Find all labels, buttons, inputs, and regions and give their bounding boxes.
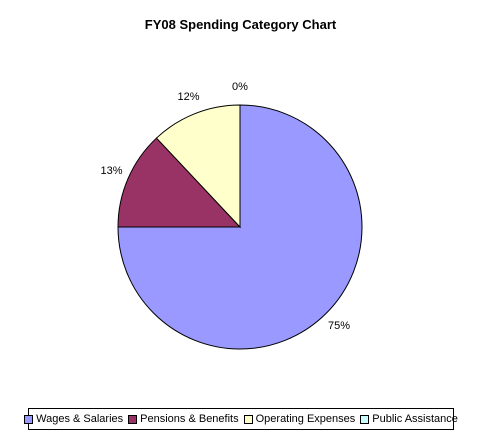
legend-label-operating-expenses: Operating Expenses xyxy=(255,413,356,425)
legend: Wages & Salaries Pensions & Benefits Opera… xyxy=(24,408,458,430)
slice-label-public-assistance: 0% xyxy=(232,81,248,93)
legend-label-pensions-benefits: Pensions & Benefits xyxy=(140,413,239,425)
pie-slice-operating-expenses xyxy=(155,104,241,229)
legend-swatch-operating-expenses xyxy=(243,414,253,424)
legend-swatch-wages-salaries xyxy=(24,414,34,424)
slice-label-operating-expenses: 12% xyxy=(177,90,200,103)
slice-label-wages-salaries: 75% xyxy=(327,320,351,332)
legend-swatch-public-assistance xyxy=(360,414,370,424)
legend-item-wages-salaries: Wages & Salaries xyxy=(24,413,123,425)
legend-swatch-pensions-benefits xyxy=(128,414,138,424)
chart-title: FY08 Spending Category Chart xyxy=(144,17,337,32)
pie-chart xyxy=(117,104,363,350)
legend-item-operating-expenses: Operating Expenses xyxy=(243,413,356,425)
legend-label-public-assistance: Public Assistance xyxy=(372,413,458,425)
legend-item-public-assistance: Public Assistance xyxy=(360,413,458,425)
slice-label-pensions-benefits: 13% xyxy=(100,165,123,178)
legend-item-pensions-benefits: Pensions & Benefits xyxy=(128,413,239,425)
pie-slice-pensions-benefits xyxy=(117,137,242,228)
legend-label-wages-salaries: Wages & Salaries xyxy=(36,413,124,425)
